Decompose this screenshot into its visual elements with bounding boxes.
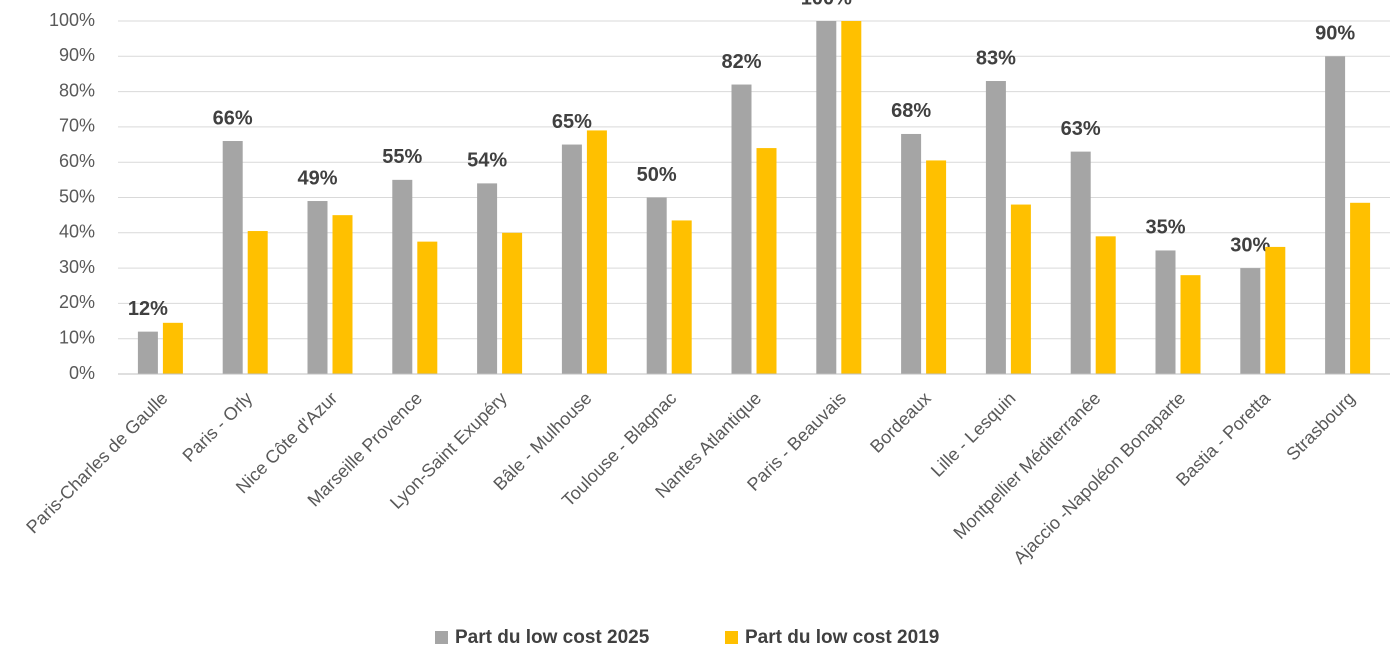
x-tick-label: Montpellier Méditerranée: [949, 388, 1104, 543]
data-label: 82%: [721, 51, 761, 73]
data-label: 90%: [1315, 23, 1355, 45]
bar: [1010, 204, 1031, 374]
data-label: 54%: [467, 150, 507, 172]
bar: [671, 220, 692, 374]
data-label: 83%: [976, 47, 1016, 69]
y-tick-label: 100%: [49, 10, 95, 30]
bar: [901, 133, 922, 374]
y-tick-label: 70%: [59, 116, 95, 136]
bar: [1240, 268, 1261, 374]
bar: [247, 231, 268, 374]
y-tick-label: 30%: [59, 257, 95, 277]
bar: [477, 183, 498, 374]
data-label: 100%: [801, 0, 852, 9]
bar: [1265, 246, 1286, 374]
x-tick-label: Paris - Orly: [179, 388, 257, 466]
bar: [841, 21, 862, 374]
data-label: 30%: [1230, 234, 1270, 256]
y-tick-label: 90%: [59, 45, 95, 65]
legend-label: Part du low cost 2019: [745, 627, 939, 648]
y-tick-label: 20%: [59, 292, 95, 312]
bar: [417, 241, 438, 374]
bar: [731, 84, 752, 374]
legend-swatch: [435, 631, 448, 644]
y-tick-label: 80%: [59, 80, 95, 100]
bar: [332, 215, 353, 374]
y-tick-label: 60%: [59, 151, 95, 171]
bar: [586, 130, 607, 374]
x-tick-label: Strasbourg: [1282, 388, 1358, 464]
bar: [926, 160, 947, 374]
data-label: 35%: [1145, 217, 1185, 239]
data-label: 49%: [297, 167, 337, 189]
bar: [1070, 151, 1091, 374]
bar: [646, 197, 667, 374]
data-label: 65%: [552, 111, 592, 133]
bar: [985, 81, 1006, 374]
data-label: 12%: [128, 298, 168, 320]
bar: [816, 21, 837, 374]
x-tick-label: Lille - Lesquin: [927, 388, 1020, 481]
bar: [137, 331, 158, 374]
y-tick-label: 10%: [59, 327, 95, 347]
legend-swatch: [725, 631, 738, 644]
data-label: 68%: [891, 100, 931, 122]
bar: [1325, 56, 1346, 375]
legend-label: Part du low cost 2025: [455, 627, 650, 648]
data-label: 63%: [1061, 118, 1101, 140]
data-label: 50%: [637, 164, 677, 186]
bar: [1180, 275, 1201, 374]
bar: [392, 179, 413, 374]
bar: [1155, 250, 1176, 374]
y-tick-label: 50%: [59, 186, 95, 206]
x-tick-label: Bordeaux: [866, 388, 935, 457]
bar: [561, 144, 582, 374]
bar: [307, 201, 328, 374]
bar: [162, 322, 183, 374]
bar: [222, 141, 243, 374]
data-label: 55%: [382, 146, 422, 168]
bar: [502, 232, 523, 374]
bar: [1095, 236, 1116, 374]
x-tick-label: Paris-Charles de Gaulle: [22, 388, 171, 537]
y-tick-label: 0%: [69, 363, 95, 383]
bar: [1350, 202, 1371, 374]
bar: [756, 148, 777, 374]
x-tick-label: Ajaccio -Napoléon Bonaparte: [1009, 388, 1189, 568]
y-tick-label: 40%: [59, 222, 95, 242]
data-label: 66%: [213, 107, 253, 129]
